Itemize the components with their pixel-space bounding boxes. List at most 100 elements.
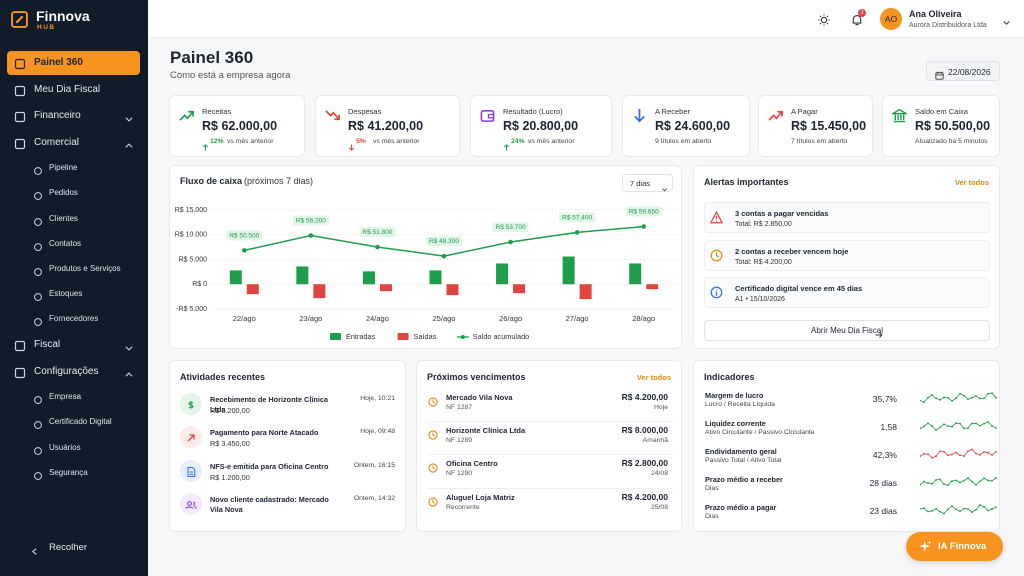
period-value: 7 dias [630,179,651,188]
activities-title: Atividades recentes [180,372,266,382]
calendar-icon-svg [935,71,944,80]
due-ref: Recorrente [446,503,480,511]
collapse-icon-svg [31,548,37,555]
activity-amount: R$ 3.450,00 [210,439,250,449]
date: 22/08/2026 [948,67,991,77]
period-select[interactable]: 7 dias [622,174,673,192]
fiscal-day-button[interactable]: Abrir Meu Dia Fiscal [704,320,990,341]
legend-swatch [397,333,409,340]
menu-item[interactable]: Comercial [34,137,80,148]
due-link[interactable]: Ver todos [636,373,671,382]
kpi-delta: 5% [356,138,366,145]
x-tick-label: 25/ago [433,314,456,323]
submenu-item[interactable]: Pipeline [49,163,78,173]
kpi-note: vs mês anterior [528,138,575,145]
chevron-svg [125,117,133,122]
kpi-label: Despesas [348,107,382,116]
button-arrow [875,327,883,347]
menu-icon-svg [14,138,26,150]
due-ref: NF 1289 [446,437,473,445]
menu-item[interactable]: Configurações [34,366,99,377]
alert-item[interactable]: 2 contas a receber vencem hoje Total: R$ … [704,239,990,271]
kpi-icon [890,108,909,128]
alert-icon [710,249,723,267]
kpi-delta: 24% [511,138,525,145]
submenu-item[interactable]: Estoques [49,289,83,299]
submenu-item[interactable]: Empresa [49,392,82,402]
notification-badge[interactable]: 3 [858,9,866,17]
submenu-item[interactable]: Pedidos [49,188,78,198]
value-label: R$ 50.500 [229,233,259,240]
theme-toggle-svg [818,14,830,26]
kpi-label: Receitas [202,107,232,116]
kpi-value: R$ 24.600,00 [655,119,731,133]
submenu-item[interactable]: Produtos e Serviços [49,264,121,273]
kpi-note: 7 títulos em aberto [791,138,848,145]
line-point [375,244,380,250]
submenu-item[interactable]: Contatos [49,238,82,248]
alert-item[interactable]: 3 contas a pagar vencidas Total: R$ 2.850… [704,202,990,233]
activity-text: Novo cliente cadastrado: Mercado Vila No… [210,494,329,514]
brand: Finnova [36,8,90,24]
period-chevron-svg [662,188,667,192]
date-picker[interactable]: 22/08/2026 [926,61,1000,81]
submenu-item[interactable]: Clientes [49,213,78,223]
submenu-item[interactable]: Usuários [49,442,81,452]
kpi-note: vs mês anterior [227,138,274,145]
sparkline [919,419,998,440]
kpi-label: A Pagar [791,107,818,116]
kpi-icon [768,108,783,128]
submenu-item[interactable]: Certificado Digital [49,417,112,427]
due-icon-svg [428,463,438,474]
submenu-icon-svg [34,242,42,251]
submenu-item[interactable]: Segurança [49,467,88,477]
alert-icon [709,210,724,229]
menu-item[interactable]: Financeiro [34,110,81,121]
due-when: Hoje [654,404,668,411]
bell-svg [852,14,862,26]
value-label-bg [226,230,263,241]
chevron [124,367,134,385]
avatar[interactable]: AO [880,8,902,30]
submenu-icon-svg [34,167,42,176]
due-name: Horizonte Clínica Ltda [446,426,526,436]
activity-glyph [185,465,197,483]
kpi-delta-arrow-svg [503,144,510,151]
menu-item[interactable]: Painel 360 [34,57,83,68]
sparkline-svg [919,448,997,459]
menu-active-bg [7,51,140,75]
indicator-desc: Dias [705,485,719,492]
assistant-button[interactable]: IA Finnova [906,532,1003,561]
kpi-icon [480,108,495,128]
alert-item[interactable]: Certificado digital vence em 45 dias A1 •… [704,277,990,308]
calendar-icon [935,67,944,85]
indicators-title: Indicadores [704,372,755,382]
indicators-card: Indicadores Margem de lucro Lucro / Receit… [693,360,1000,532]
brand-sub: HUB [37,24,56,31]
logo-icon-svg [11,11,28,28]
submenu-icon [33,314,43,332]
due-icon [428,460,438,478]
chevron [124,111,134,129]
menu-item[interactable]: Fiscal [34,339,61,350]
due-amount: R$ 2.800,00 [621,458,668,469]
assistant-label: IA Finnova [938,541,987,552]
alerts-link[interactable]: Ver todos [954,178,989,187]
bar [629,263,642,285]
value-label: R$ 56.200 [296,218,326,225]
collapse[interactable]: Recolher [49,542,88,553]
topbar: 3 AO Ana Oliveira Aurora Distribuidora Ltda [148,0,1024,38]
menu-icon-svg [14,111,26,123]
collapse-icon [30,543,39,561]
alert-icon-svg [709,210,724,224]
submenu-icon-svg [34,421,42,430]
bar [446,284,459,296]
activity-amount: R$ 5.200,00 [210,406,250,415]
menu-item[interactable]: Meu Dia Fiscal [34,84,101,95]
value-label: R$ 48.300 [429,238,459,245]
alerts-title: Alertas importantes [704,177,789,187]
menu-icon [14,57,26,75]
submenu-item[interactable]: Fornecedores [49,314,99,324]
value-label-bg [625,206,662,217]
kpi-label: Resultado (Lucro) [503,107,563,116]
